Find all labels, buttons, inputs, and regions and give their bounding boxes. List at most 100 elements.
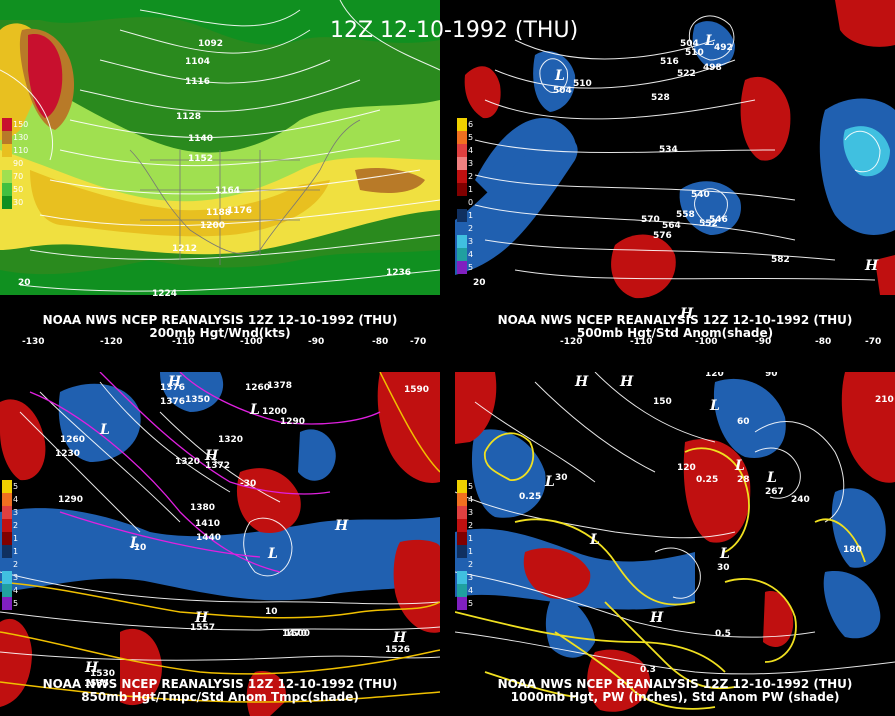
caption-line1: NOAA NWS NCEP REANALYSIS 12Z 12-10-1992 … <box>42 677 398 691</box>
high-marker: H <box>679 306 694 322</box>
lon-label: -80 <box>372 337 388 345</box>
contour-label: 1128 <box>176 112 201 122</box>
high-marker: H <box>194 610 209 626</box>
contour-label: -10 <box>130 543 146 553</box>
lon-label: -100 <box>695 337 718 345</box>
contour-label: 564 <box>662 221 681 231</box>
contour-label: 516 <box>660 57 679 67</box>
contour-label: 60 <box>737 417 750 427</box>
contour-label: 504 <box>553 86 572 96</box>
map-500mb: 504 492 498 510 516 522 528 534 540 546 … <box>455 0 895 345</box>
legend-label: 5 <box>13 482 19 491</box>
contour-label: 1200 <box>262 407 287 417</box>
caption-1000mb: NOAA NWS NCEP REANALYSIS 12Z 12-10-1992 … <box>455 678 895 704</box>
legend-swatch <box>457 506 467 519</box>
contour-label: 1320 <box>175 457 200 467</box>
contour-labels-200mb: 1092 1104 1116 1128 1140 1152 1164 1176 … <box>18 39 411 299</box>
contour-label: 0.5 <box>715 629 731 639</box>
legend-swatch <box>457 261 467 274</box>
lon-label: -120 <box>100 337 123 345</box>
high-marker: H <box>334 518 349 534</box>
contour-label: 0.25 <box>696 475 718 485</box>
legend-swatch <box>457 597 467 610</box>
contour-label: 1200 <box>200 221 225 231</box>
contour-label: 1236 <box>386 268 411 278</box>
legend-label: 5 <box>468 263 474 272</box>
legend-label: 5 <box>468 599 474 608</box>
contour-label: 1410 <box>195 519 220 529</box>
legend-swatch <box>457 545 467 558</box>
legend-label: 30 <box>13 198 24 207</box>
lon-label: -110 <box>630 337 653 345</box>
legend-label: 0 <box>468 198 474 207</box>
legend-swatch <box>457 558 467 571</box>
low-marker: L <box>249 402 260 418</box>
legend-swatch <box>2 519 12 532</box>
contour-label: 1116 <box>185 77 210 87</box>
low-value: 28 <box>737 475 750 485</box>
legend-label: 2 <box>13 521 19 530</box>
legend-label: 5 <box>468 482 474 491</box>
contour-label: 576 <box>653 231 672 241</box>
legend-swatch <box>2 545 12 558</box>
legend-swatch <box>2 584 12 597</box>
high-value: 1376 <box>160 383 185 393</box>
legend-label: 3 <box>468 159 474 168</box>
contour-label: 1140 <box>188 134 213 144</box>
contour-label: 210 <box>875 395 894 405</box>
legend-label: 1 <box>468 211 474 220</box>
legend-swatch <box>2 157 12 170</box>
panel-500mb: 504 492 498 510 516 522 528 534 540 546 … <box>455 0 895 345</box>
contour-label: 534 <box>659 145 678 155</box>
legend-swatch <box>457 222 467 235</box>
legend-swatch <box>457 196 467 209</box>
high-marker: H <box>574 374 589 390</box>
contour-label: 582 <box>771 255 790 265</box>
low-marker: L <box>709 398 720 414</box>
legend-swatch <box>457 183 467 196</box>
low-value: 30 <box>717 563 730 573</box>
legend-label: 3 <box>468 573 474 582</box>
high-value: 1372 <box>205 461 230 471</box>
legend-swatch <box>457 584 467 597</box>
legend-label: 3 <box>468 508 474 517</box>
contour-label: 498 <box>703 63 722 73</box>
lon-label: -100 <box>240 337 263 345</box>
contour-label: 1176 <box>227 206 252 216</box>
legend-label: 150 <box>13 120 29 129</box>
legend-swatch <box>2 571 12 584</box>
caption-line2: 1000mb Hgt, PW (inches), Std Anom PW (sh… <box>510 690 840 704</box>
legend-label: 110 <box>13 146 29 155</box>
lat-label: 20 <box>18 278 31 288</box>
legend-swatch <box>2 480 12 493</box>
contour-label: 546 <box>709 215 728 225</box>
contour-label: 120 <box>677 463 696 473</box>
legend-label: 3 <box>13 508 19 517</box>
legend-swatch <box>457 131 467 144</box>
low-value: 267 <box>765 487 784 497</box>
legend-label: 4 <box>468 495 474 504</box>
contour-label: 510 <box>685 48 704 58</box>
legend-label: 1 <box>468 185 474 194</box>
caption-line1: NOAA NWS NCEP REANALYSIS 12Z 12-10-1992 … <box>42 313 398 327</box>
legend-label: 1 <box>468 547 474 556</box>
legend-label: 4 <box>468 586 474 595</box>
contour-label: 558 <box>676 210 695 220</box>
legend-swatch <box>457 519 467 532</box>
contour-label: 1260 <box>245 383 270 393</box>
caption-line2: 200mb Hgt/Wnd(kts) <box>149 326 291 340</box>
contour-label: 1530 <box>90 669 115 679</box>
main-title: 12Z 12-10-1992 (THU) <box>330 18 579 43</box>
low-marker: L <box>704 33 715 49</box>
legend-label: 90 <box>13 159 24 168</box>
lon-label: -80 <box>815 337 831 345</box>
legend-swatch <box>2 532 12 545</box>
high-value: 1526 <box>385 645 410 655</box>
contour-label: 1230 <box>55 449 80 459</box>
low-marker: L <box>99 422 110 438</box>
high-marker: H <box>84 660 99 676</box>
lon-label: -130 <box>22 337 45 345</box>
legend-swatch <box>457 170 467 183</box>
legend-label: 130 <box>13 133 29 142</box>
contour-label: 10 <box>265 607 278 617</box>
